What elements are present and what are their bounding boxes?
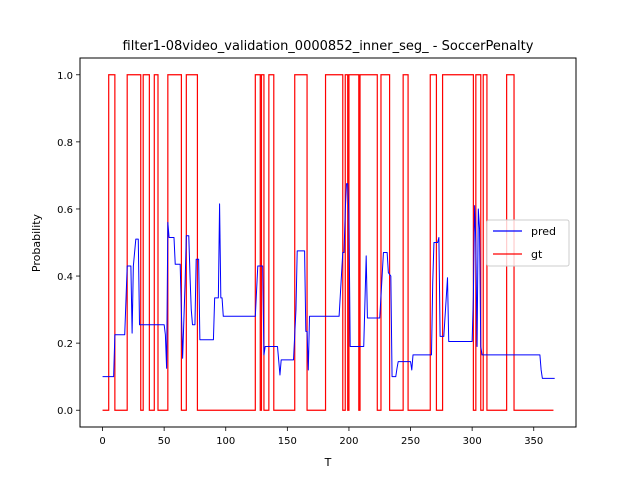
legend: pred gt bbox=[486, 219, 570, 267]
legend-pred-label: pred bbox=[531, 225, 556, 238]
x-axis: 0 50 100 150 200 250 300 350 bbox=[99, 427, 543, 447]
legend-box bbox=[486, 219, 570, 267]
x-tick-label: 100 bbox=[216, 436, 235, 447]
pred-series bbox=[102, 183, 555, 379]
pred-line bbox=[102, 183, 555, 379]
x-tick-label: 250 bbox=[401, 436, 420, 447]
legend-gt-label: gt bbox=[531, 248, 543, 261]
y-axis: 0.0 0.2 0.4 0.6 0.8 1.0 bbox=[57, 71, 80, 417]
y-tick-label: 0.6 bbox=[57, 205, 73, 216]
axes-frame bbox=[79, 57, 577, 428]
chart-title: filter1-08video_validation_0000852_inner… bbox=[123, 39, 534, 54]
x-tick-label: 0 bbox=[99, 436, 105, 447]
x-tick-label: 350 bbox=[524, 436, 543, 447]
y-tick-label: 1.0 bbox=[57, 71, 73, 82]
y-tick-label: 0.4 bbox=[57, 272, 73, 283]
y-tick-label: 0.2 bbox=[57, 339, 73, 350]
gt-series bbox=[102, 74, 554, 411]
y-tick-label: 0.8 bbox=[57, 138, 73, 149]
gt-line bbox=[102, 74, 554, 411]
x-tick-label: 300 bbox=[463, 436, 482, 447]
y-axis-label: Probability bbox=[30, 213, 43, 272]
x-tick-label: 50 bbox=[158, 436, 171, 447]
x-tick-label: 200 bbox=[339, 436, 358, 447]
x-axis-label: T bbox=[324, 456, 332, 469]
x-tick-label: 150 bbox=[278, 436, 297, 447]
y-tick-label: 0.0 bbox=[57, 406, 73, 417]
